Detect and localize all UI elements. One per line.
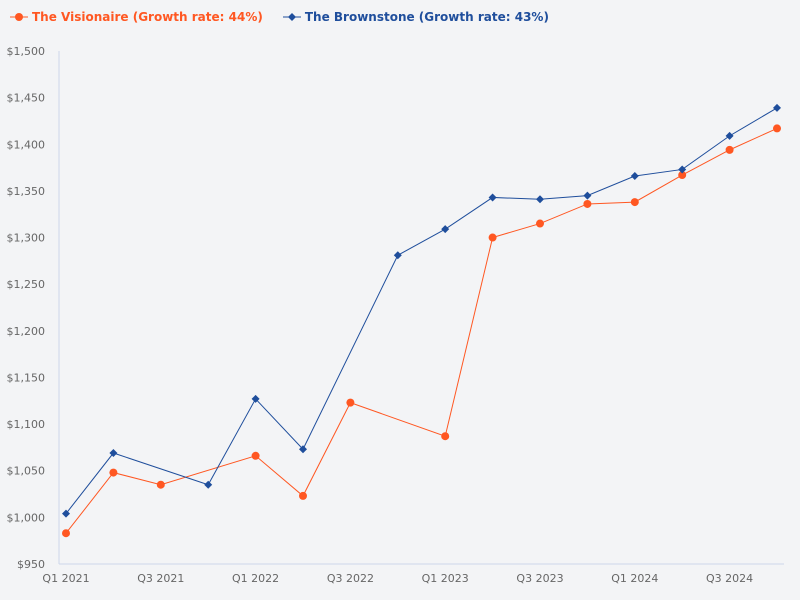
data-point <box>488 233 497 242</box>
data-point <box>109 449 118 458</box>
legend: The Visionaire (Growth rate: 44%) The Br… <box>10 10 549 24</box>
y-tick-label: $1,350 <box>7 185 46 198</box>
data-point <box>678 165 687 174</box>
y-tick-label: $1,450 <box>7 92 46 105</box>
x-tick-label: Q3 2021 <box>137 572 184 585</box>
data-point <box>678 171 687 180</box>
x-tick-label: Q1 2022 <box>232 572 279 585</box>
data-point <box>251 394 260 403</box>
data-point <box>62 529 70 538</box>
data-point <box>299 445 307 454</box>
y-tick-label: $1,000 <box>7 511 46 524</box>
data-point <box>156 480 165 489</box>
data-point <box>583 191 592 200</box>
y-tick-label: $1,100 <box>7 418 46 431</box>
diamond-marker-icon <box>282 13 301 21</box>
data-point <box>536 219 544 228</box>
x-tick-label: Q3 2022 <box>327 572 374 585</box>
legend-label: The Visionaire (Growth rate: 44%) <box>32 10 263 24</box>
y-tick-label: $1,150 <box>7 371 46 384</box>
y-tick-label: $1,250 <box>7 278 46 291</box>
data-point <box>251 451 260 460</box>
data-point <box>630 171 639 180</box>
x-tick-label: Q1 2021 <box>42 572 89 585</box>
data-point <box>109 468 118 477</box>
x-tick-label: Q1 2024 <box>611 572 658 585</box>
data-point <box>773 103 781 112</box>
x-tick-label: Q3 2023 <box>516 572 563 585</box>
data-point <box>441 225 450 234</box>
legend-label: The Brownstone (Growth rate: 43%) <box>304 10 549 24</box>
data-point <box>725 145 734 154</box>
series-line-0 <box>65 127 778 534</box>
legend-item-visionaire[interactable]: The Visionaire (Growth rate: 44%) <box>10 10 263 24</box>
data-point <box>583 199 592 208</box>
series-line-1 <box>65 107 778 514</box>
data-point <box>488 193 497 202</box>
data-point <box>62 509 70 518</box>
legend-item-brownstone[interactable]: The Brownstone (Growth rate: 43%) <box>282 10 549 24</box>
data-point <box>393 251 402 260</box>
y-tick-label: $1,200 <box>7 325 46 338</box>
y-tick-label: $1,400 <box>7 138 46 151</box>
data-point <box>773 124 781 133</box>
y-tick-label: $1,050 <box>7 465 46 478</box>
data-point <box>299 491 307 500</box>
data-point <box>441 432 450 441</box>
circle-marker-icon <box>10 13 28 21</box>
x-tick-label: Q3 2024 <box>706 572 753 585</box>
data-point <box>630 198 639 207</box>
y-tick-label: $950 <box>17 558 45 571</box>
y-tick-label: $1,500 <box>7 45 46 58</box>
y-tick-label: $1,300 <box>7 232 46 245</box>
data-point <box>346 398 355 407</box>
data-point <box>204 480 213 489</box>
x-tick-label: Q1 2023 <box>422 572 469 585</box>
data-point <box>536 195 544 204</box>
data-point <box>725 131 734 140</box>
